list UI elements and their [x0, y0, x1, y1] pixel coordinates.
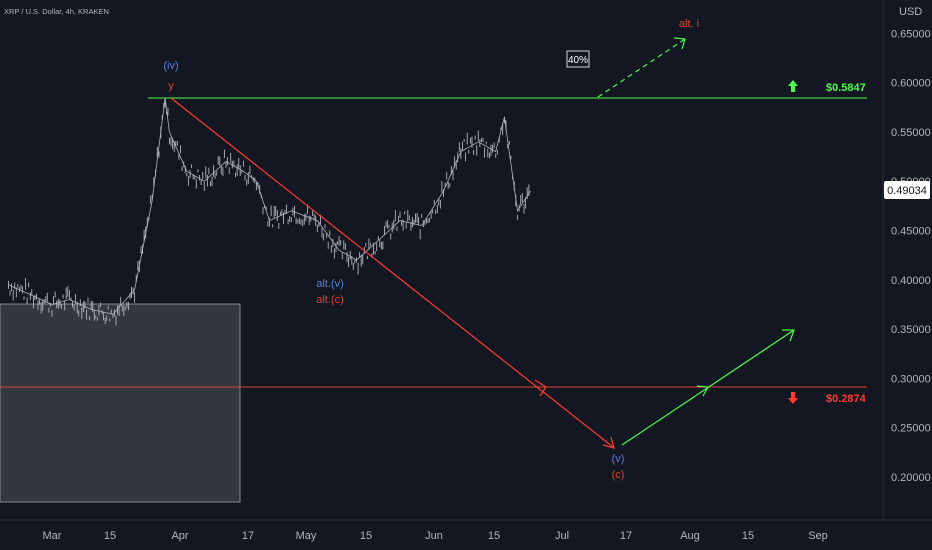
label-wave-iv: (iv)	[163, 60, 178, 72]
currency-label: USD	[899, 6, 922, 18]
label-alt-c: alt.(c)	[316, 294, 344, 306]
y-tick-label: 0.55000	[891, 127, 931, 139]
x-tick-label: 15	[488, 530, 500, 542]
x-tick-label: 17	[620, 530, 632, 542]
bearish-arrow-mid	[534, 379, 547, 397]
x-tick-label: Sep	[808, 530, 828, 542]
price-line	[8, 97, 531, 315]
label-alt-v: alt.(v)	[316, 278, 344, 290]
x-tick-label: 15	[360, 530, 372, 542]
y-tick-label: 0.60000	[891, 78, 931, 90]
x-tick-label: Aug	[680, 530, 700, 542]
symbol-title: XRP / U.S. Dollar, 4h, KRAKEN	[4, 7, 109, 16]
support-label: $0.2874	[826, 393, 867, 405]
x-tick-label: 15	[104, 530, 116, 542]
y-tick-label: 0.40000	[891, 275, 931, 287]
price-series	[8, 97, 531, 326]
price-tag-value: 0.49034	[887, 185, 927, 197]
label-alt-i: alt. i	[679, 18, 699, 30]
x-tick-label: Apr	[171, 530, 188, 542]
arrow-up-icon	[788, 80, 798, 92]
arrow-down-icon	[788, 392, 798, 404]
x-tick-label: 17	[242, 530, 254, 542]
label-wave-y: y	[168, 80, 174, 92]
y-tick-label: 0.35000	[891, 324, 931, 336]
time-axis[interactable]: Mar 15 Apr 17 May 15 Jun 15 Jul 17 Aug 15 Sep	[43, 530, 828, 542]
label-wave-c: (c)	[612, 469, 625, 481]
y-tick-label: 0.20000	[891, 472, 931, 484]
price-tag	[884, 181, 930, 199]
label-wave-v: (v)	[612, 453, 625, 465]
percent-box-label: 40%	[568, 55, 588, 66]
x-tick-label: May	[296, 530, 317, 542]
x-tick-label: Jul	[555, 530, 569, 542]
range-box[interactable]	[0, 303, 241, 503]
alt-arrow-end	[673, 37, 686, 50]
bullish-arrow-end	[782, 329, 795, 342]
y-tick-label: 0.25000	[891, 423, 931, 435]
x-tick-label: 15	[742, 530, 754, 542]
resistance-label: $0.5847	[826, 82, 866, 94]
y-tick-label: 0.45000	[891, 226, 931, 238]
y-tick-label: 0.30000	[891, 373, 931, 385]
bearish-path-line[interactable]	[170, 97, 614, 448]
bearish-arrow-end	[602, 436, 615, 449]
x-tick-label: Mar	[43, 530, 62, 542]
bullish-arrow-mid	[696, 385, 709, 397]
x-tick-label: Jun	[425, 530, 443, 542]
percent-box[interactable]	[566, 50, 590, 68]
y-tick-label: 0.65000	[891, 28, 931, 40]
